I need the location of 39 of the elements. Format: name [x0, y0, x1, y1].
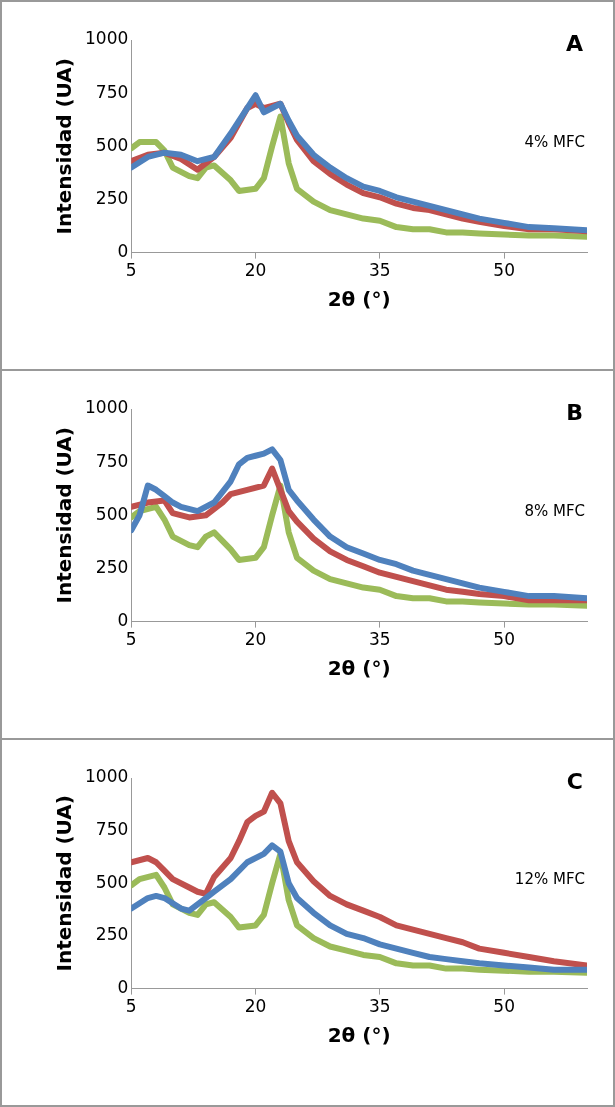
x-tick-label: 35	[369, 260, 391, 281]
annotation: 8% MFC	[524, 502, 585, 521]
x-tick-label: 5	[125, 260, 137, 281]
x-tick-label: 50	[493, 629, 515, 650]
x-tick-label: 20	[244, 996, 267, 1017]
x-axis-title: 2θ (°)	[327, 1023, 391, 1048]
x-tick-label: 20	[244, 260, 267, 281]
x-tick-label: 35	[369, 629, 391, 650]
y-tick-label: 250	[95, 556, 129, 577]
x-tick-label: 20	[244, 629, 267, 650]
y-tick-label: 0	[117, 241, 129, 262]
y-tick-label: 0	[117, 977, 129, 998]
x-tick-label: 35	[369, 996, 391, 1017]
y-tick-label: 1000	[85, 766, 129, 787]
y-axis-title: Intensidad (UA)	[52, 795, 77, 972]
y-tick-label: 750	[95, 81, 129, 102]
y-tick-label: 1000	[85, 28, 129, 49]
annotation: 4% MFC	[524, 133, 585, 152]
x-tick-label: 5	[125, 996, 137, 1017]
y-tick-label: 250	[95, 924, 129, 945]
annotation: A	[565, 30, 583, 56]
y-axis-title: Intensidad (UA)	[52, 427, 77, 604]
y-tick-label: 500	[95, 134, 129, 155]
x-tick-label: 5	[125, 629, 137, 650]
y-tick-label: 1000	[85, 397, 129, 418]
y-tick-label: 500	[95, 503, 129, 524]
annotation: C	[566, 768, 583, 794]
x-tick-label: 50	[493, 260, 515, 281]
y-axis-title: Intensidad (UA)	[52, 58, 77, 235]
annotation: 12% MFC	[514, 870, 585, 889]
x-tick-label: 50	[493, 996, 515, 1017]
y-tick-label: 500	[95, 871, 129, 892]
x-axis-title: 2θ (°)	[327, 656, 391, 681]
y-tick-label: 0	[117, 610, 129, 631]
y-tick-label: 250	[95, 187, 129, 208]
y-tick-label: 750	[95, 819, 129, 840]
annotation: B	[566, 399, 583, 425]
y-tick-label: 750	[95, 450, 129, 471]
x-axis-title: 2θ (°)	[327, 287, 391, 312]
